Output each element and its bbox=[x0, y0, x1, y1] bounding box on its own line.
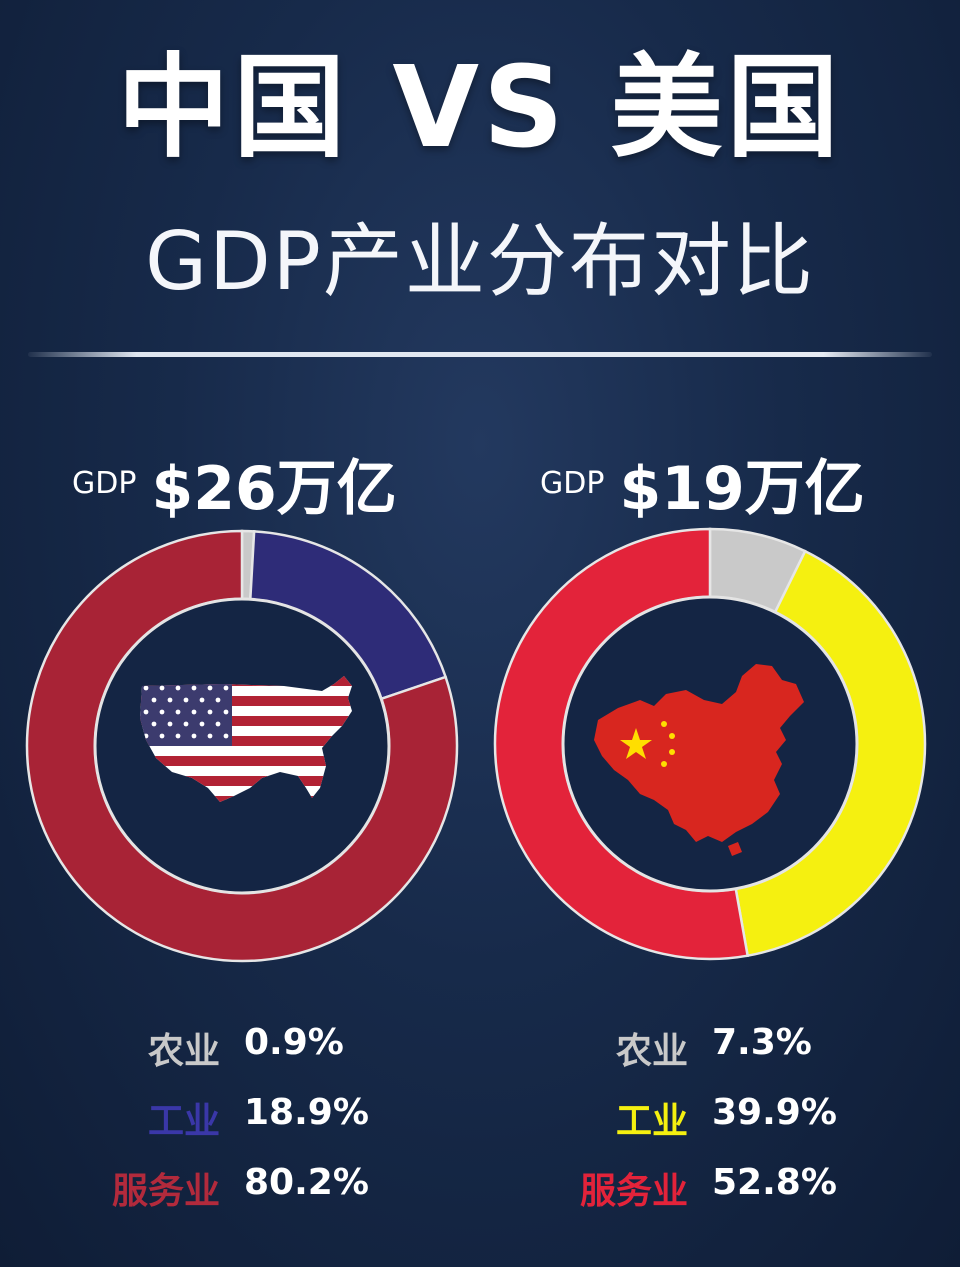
title-divider bbox=[28, 352, 932, 357]
china-industry-value: 39.9% bbox=[712, 1092, 837, 1133]
us-gdp-heading: GDP $26万亿 bbox=[72, 440, 397, 524]
china-gdp-donut-chart bbox=[493, 527, 927, 961]
us-gdp-donut-chart bbox=[25, 529, 459, 963]
china-gdp-value: $19万亿 bbox=[619, 454, 865, 524]
us-services-label: 服务业 bbox=[111, 1171, 220, 1212]
china-industry-label: 工业 bbox=[615, 1101, 688, 1142]
us-agriculture-value: 0.9% bbox=[244, 1022, 344, 1063]
china-agriculture-label: 农业 bbox=[615, 1031, 688, 1072]
us-gdp-label: GDP bbox=[72, 466, 137, 501]
china-flag-map-icon bbox=[594, 664, 804, 856]
page-title: 中国 VS 美国 bbox=[117, 43, 843, 173]
us-industry-value: 18.9% bbox=[244, 1092, 369, 1133]
china-services-value: 52.8% bbox=[712, 1162, 837, 1203]
us-gdp-value: $26万亿 bbox=[151, 454, 397, 524]
china-gdp-heading: GDP $19万亿 bbox=[540, 440, 865, 524]
china-gdp-label: GDP bbox=[540, 466, 605, 501]
page-subtitle: GDP产业分布对比 bbox=[145, 215, 815, 308]
us-agriculture-label: 农业 bbox=[147, 1031, 220, 1072]
china-services-label: 服务业 bbox=[579, 1171, 688, 1212]
us-industry-label: 工业 bbox=[147, 1101, 220, 1142]
us-services-value: 80.2% bbox=[244, 1162, 369, 1203]
china-agriculture-value: 7.3% bbox=[712, 1022, 812, 1063]
